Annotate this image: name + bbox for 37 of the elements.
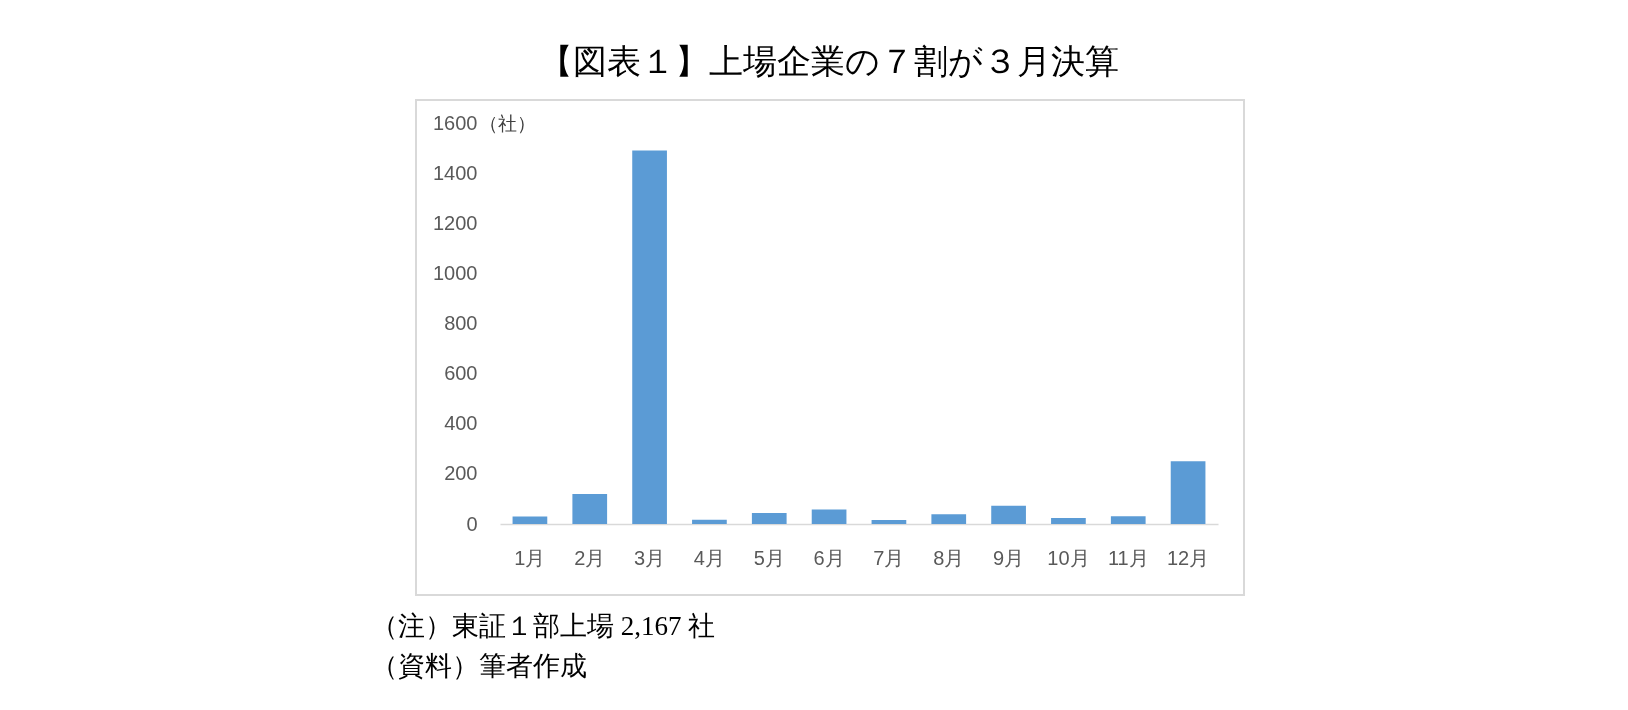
bar <box>1051 517 1086 524</box>
bar <box>512 516 548 524</box>
bar <box>692 519 727 524</box>
y-axis-title: （社） <box>478 112 536 134</box>
x-tick-label: 11月 <box>1107 546 1149 569</box>
y-tick-label: 400 <box>444 412 478 435</box>
y-tick-label: 200 <box>444 462 478 485</box>
y-tick-label: 600 <box>444 362 478 385</box>
x-tick-label: 6月 <box>813 546 845 569</box>
x-tick-label: 2月 <box>574 546 606 569</box>
y-tick-label: 1200 <box>433 211 478 234</box>
y-tick-label: 800 <box>444 312 478 334</box>
y-tick-label: 1400 <box>433 161 478 184</box>
x-tick-label: 4月 <box>693 546 725 569</box>
bar <box>1170 461 1206 524</box>
chart-title: 【図表１】上場企業の７割が３月決算 <box>538 42 1120 82</box>
bar <box>632 150 667 524</box>
x-tick-label: 9月 <box>993 546 1025 569</box>
x-tick-label: 5月 <box>753 546 785 569</box>
x-tick-label: 7月 <box>873 546 905 569</box>
bar <box>871 519 907 524</box>
bar <box>811 509 847 524</box>
x-tick-label: 3月 <box>634 546 666 569</box>
y-tick-label: 1600 <box>433 111 478 134</box>
bar <box>751 512 787 524</box>
y-tick-label: 1000 <box>433 261 478 284</box>
text: （注）東証１部上場 2,167 社 <box>371 610 716 643</box>
x-tick-label: 12月 <box>1166 546 1210 569</box>
text: （資料）筆者作成 <box>371 650 588 683</box>
x-tick-label: 10月 <box>1047 546 1090 569</box>
bar <box>931 514 967 524</box>
bar <box>572 493 608 524</box>
bar <box>991 505 1026 524</box>
bar <box>1110 516 1146 524</box>
x-tick-label: 1月 <box>514 546 546 569</box>
x-tick-label: 8月 <box>933 546 965 569</box>
y-tick-label: 0 <box>466 512 478 535</box>
